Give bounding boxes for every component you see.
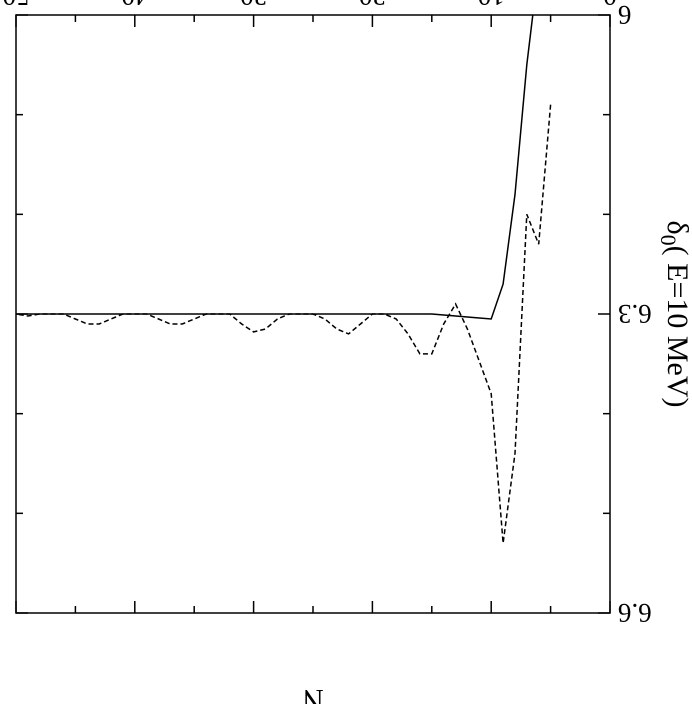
x-tick-label: 50	[3, 0, 30, 11]
series-line-solid	[16, 14, 534, 320]
series-line-dashed	[15, 104, 552, 544]
y-tick-label: 6.6	[618, 598, 652, 628]
y-tick-label: 6	[618, 0, 632, 30]
x-tick-label: 40	[121, 0, 148, 11]
axis-titles: N δ0( E=10 MeV)	[302, 220, 692, 704]
x-axis-label: N	[302, 683, 324, 704]
x-tick-label: 10	[478, 0, 505, 11]
x-tick-label: 20	[359, 0, 386, 11]
plot-area	[15, 14, 611, 614]
series-layer	[15, 14, 552, 544]
x-tick-label: 0	[603, 0, 617, 11]
y-axis-label: δ0( E=10 MeV)	[656, 220, 692, 407]
x-tick-label: 30	[240, 0, 267, 11]
tick-labels: 0 10 20 30 40 50 6 6.3 6.6	[3, 0, 652, 628]
y-tick-label: 6.3	[618, 299, 652, 329]
